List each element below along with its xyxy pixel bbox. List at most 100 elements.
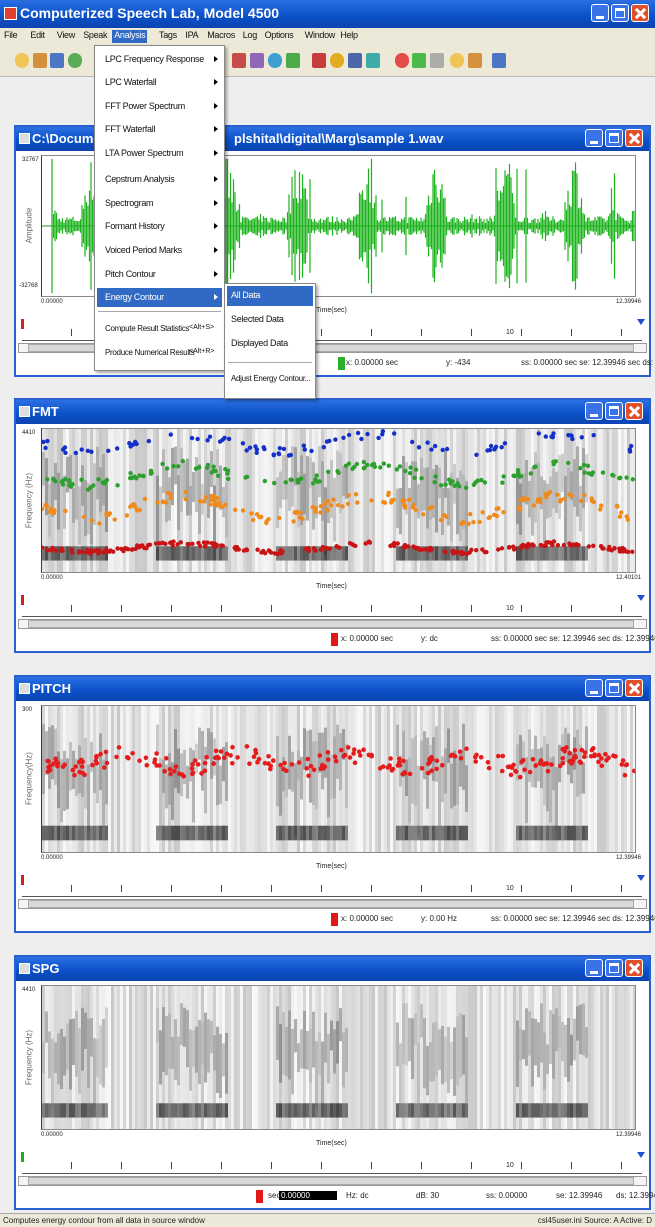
menu-option[interactable]: Energy Contour xyxy=(97,288,222,307)
spectrogram-band xyxy=(282,825,285,841)
maximize-button[interactable] xyxy=(605,679,623,697)
toolbar-button[interactable] xyxy=(15,53,29,68)
toolbar-button[interactable] xyxy=(312,53,326,68)
spectrogram-band xyxy=(318,732,321,773)
toolbar-button[interactable] xyxy=(412,53,426,68)
spectrogram-band xyxy=(75,451,78,520)
spectrogram-band xyxy=(465,1037,468,1103)
menu-option[interactable]: All Data xyxy=(227,286,313,306)
menu-option[interactable]: FFT Waterfall xyxy=(97,120,222,139)
toolbar-button[interactable] xyxy=(430,53,444,68)
spectrogram-band xyxy=(465,1103,468,1118)
minimize-button[interactable] xyxy=(585,402,603,420)
toolbar-button[interactable] xyxy=(330,53,344,68)
spectrogram-band xyxy=(72,825,75,841)
spectrogram-band xyxy=(294,763,297,837)
spectrogram-band xyxy=(459,1013,462,1078)
menu-item[interactable]: Options xyxy=(264,30,294,40)
formant-dot xyxy=(51,508,57,514)
menu-item[interactable]: Tags xyxy=(159,30,177,40)
pitch-dot xyxy=(613,754,618,759)
pitch-dot xyxy=(500,753,506,759)
menu-option[interactable]: LPC Frequency Response xyxy=(97,50,222,69)
menu-item[interactable]: Window xyxy=(304,30,336,40)
toolbar-button[interactable] xyxy=(348,53,362,68)
pitch-dot xyxy=(407,771,413,777)
menu-option[interactable]: LTA Power Spectrum xyxy=(97,144,222,163)
pitch-dot xyxy=(345,745,351,750)
formant-dot xyxy=(164,466,170,471)
formant-dot xyxy=(247,445,253,450)
toolbar-button[interactable] xyxy=(492,53,506,68)
pitch-dot xyxy=(53,756,58,761)
toolbar-button[interactable] xyxy=(232,53,246,68)
toolbar-button[interactable] xyxy=(395,53,409,68)
menu-item[interactable]: View xyxy=(56,30,75,40)
spectrogram-band xyxy=(531,1103,534,1118)
menu-option[interactable]: Cepstrum Analysis xyxy=(97,170,222,189)
scroll-thumb[interactable] xyxy=(28,620,634,628)
menu-option[interactable]: Produce Numerical Results <Alt+R> xyxy=(97,344,222,363)
close-button[interactable] xyxy=(625,129,643,147)
toolbar-button[interactable] xyxy=(366,53,380,68)
minimize-button[interactable] xyxy=(585,129,603,147)
menu-option[interactable]: Compute Result Statistics <Alt+S> xyxy=(97,320,222,339)
spectrogram-column xyxy=(348,986,351,1129)
formant-dot xyxy=(291,519,296,524)
pitch-dot xyxy=(305,756,311,762)
close-button[interactable] xyxy=(631,4,649,22)
toolbar-button[interactable] xyxy=(33,53,47,68)
maximize-button[interactable] xyxy=(605,959,623,977)
toolbar-button[interactable] xyxy=(250,53,264,68)
maximize-button[interactable] xyxy=(605,129,623,147)
menu-option[interactable]: FFT Power Spectrum xyxy=(97,97,222,116)
status-field: x: 0.00000 sec xyxy=(341,914,394,923)
menu-option[interactable]: Voiced Period Marks xyxy=(97,241,222,260)
menu-item[interactable]: Edit xyxy=(30,30,45,40)
menu-item[interactable]: File xyxy=(4,30,18,40)
minimize-button[interactable] xyxy=(585,679,603,697)
scroll-thumb[interactable] xyxy=(28,344,634,352)
menu-item[interactable]: IPA xyxy=(185,30,199,40)
menu-option[interactable]: Selected Data xyxy=(227,310,313,330)
close-button[interactable] xyxy=(625,402,643,420)
formant-dot xyxy=(550,435,555,440)
menu-item[interactable]: Analysis xyxy=(112,30,148,43)
menu-option[interactable]: Pitch Contour xyxy=(97,265,222,284)
scroll-thumb[interactable] xyxy=(28,900,634,908)
spectrogram-band xyxy=(195,457,198,513)
toolbar-button[interactable] xyxy=(286,53,300,68)
minimize-button[interactable] xyxy=(591,4,609,22)
spectrogram-band xyxy=(66,456,69,493)
close-button[interactable] xyxy=(625,959,643,977)
menu-option[interactable]: Spectrogram xyxy=(97,194,222,213)
toolbar-button[interactable] xyxy=(68,53,82,68)
close-button[interactable] xyxy=(625,679,643,697)
menu-item[interactable]: Log xyxy=(242,30,257,40)
spectrogram-band xyxy=(444,1103,447,1118)
scroll-thumb[interactable] xyxy=(28,1177,634,1185)
menu-item[interactable]: Help xyxy=(340,30,358,40)
maximize-button[interactable] xyxy=(611,4,629,22)
formant-dot xyxy=(361,466,367,471)
menu-option[interactable]: Formant History xyxy=(97,217,222,236)
menu-item[interactable]: Speak xyxy=(83,30,108,40)
menu-option[interactable]: LPC Waterfall xyxy=(97,73,222,92)
spectrogram-band xyxy=(87,482,90,535)
spectrogram-band xyxy=(204,1103,207,1118)
menu-item[interactable]: Macros xyxy=(207,30,235,40)
toolbar-button[interactable] xyxy=(268,53,282,68)
menu-option[interactable]: Adjust Energy Contour... xyxy=(227,370,313,390)
spectrogram-column xyxy=(558,986,561,1129)
menu-option[interactable]: Displayed Data xyxy=(227,334,313,354)
pitch-dot xyxy=(317,753,323,758)
spectrogram-column xyxy=(603,429,606,572)
formant-dot xyxy=(589,498,595,503)
maximize-button[interactable] xyxy=(605,402,623,420)
toolbar-button[interactable] xyxy=(450,53,464,68)
toolbar-button[interactable] xyxy=(50,53,64,68)
minimize-button[interactable] xyxy=(585,959,603,977)
spectrogram-band xyxy=(528,729,531,782)
toolbar-button[interactable] xyxy=(468,53,482,68)
pitch-dot xyxy=(620,758,626,763)
